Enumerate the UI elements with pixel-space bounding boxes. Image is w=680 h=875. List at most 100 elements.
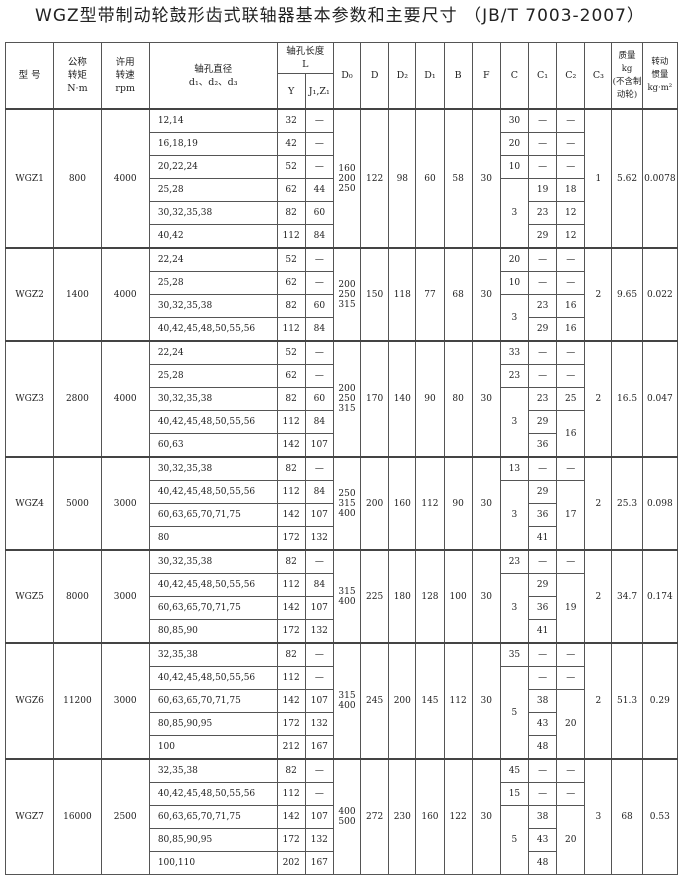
c3-cell: 2 (584, 340, 613, 458)
inertia-cell: 0.047 (641, 340, 679, 458)
bore-diameter-cell: 80,85,90,95 (148, 712, 278, 736)
header-C: C (499, 42, 530, 110)
d-cell: 225 (360, 549, 390, 644)
bore-diameter-cell: 60,63 (148, 433, 278, 458)
length-j1z1-cell: 107 (304, 596, 334, 620)
header-torque: 公称 转矩 N·m (53, 42, 102, 110)
speed-cell: 3000 (100, 549, 150, 644)
model-cell: WGZ3 (4, 340, 55, 458)
length-y-cell: 172 (276, 712, 306, 736)
bore-diameter-cell: 80,85,90 (148, 619, 278, 644)
b-cell: 68 (443, 247, 473, 342)
c2-cell: — (556, 758, 586, 783)
c1-cell: 29 (527, 410, 558, 434)
c-cell: 20 (499, 132, 530, 156)
bore-diameter-cell: 12,14 (148, 108, 278, 133)
mass-cell: 68 (611, 758, 643, 875)
c1-cell: — (527, 364, 558, 388)
header-Y: Y (276, 73, 306, 110)
c-cell: 3 (499, 294, 530, 342)
length-y-cell: 142 (276, 596, 306, 620)
c1-cell: 36 (527, 433, 558, 458)
c-cell: 23 (499, 364, 530, 388)
length-j1z1-cell: 84 (304, 573, 334, 597)
d1-cell: 112 (415, 456, 445, 551)
table-row: 80 172 132 41 (6, 526, 678, 551)
table-row: WGZ2 1400 4000 22,24 52—200 250 315 150 118 77 6… (4, 247, 679, 342)
d0-cell: 160 200 250 (332, 108, 362, 249)
bore-diameter-cell: 16,18,19 (148, 132, 278, 156)
length-y-cell: 42 (276, 132, 306, 156)
length-y-cell: 62 (276, 364, 306, 388)
mass-cell: 25.3 (611, 456, 643, 551)
length-y-cell: 142 (276, 689, 306, 713)
c-cell: 3 (499, 480, 530, 551)
c1-cell: — (527, 132, 558, 156)
length-y-cell: 52 (276, 155, 306, 179)
c-cell: 45 (499, 758, 530, 783)
c-cell: 15 (499, 782, 530, 806)
page-title: WGZ型带制动轮鼓形齿式联轴器基本参数和主要尺寸 （JB/T 7003-2007… (35, 6, 645, 26)
c1-cell: 36 (527, 503, 558, 527)
inertia-cell: 0.022 (641, 247, 679, 342)
bore-diameter-cell: 30,32,35,38 (148, 456, 278, 481)
length-y-cell: 172 (276, 619, 306, 644)
length-y-cell: 82 (276, 549, 306, 574)
table-row: 60,63 142 107 36 (6, 433, 678, 458)
bore-diameter-cell: 32,35,38 (148, 758, 278, 783)
c1-cell: — (527, 456, 558, 481)
d-cell: 200 (360, 456, 390, 551)
bore-diameter-cell: 20,22,24 (148, 155, 278, 179)
d1-cell: 77 (415, 247, 445, 342)
header-D2: D₂ (388, 42, 417, 110)
c3-cell: 1 (584, 108, 613, 249)
c-cell: 30 (499, 108, 530, 133)
bore-diameter-cell: 22,24 (148, 340, 278, 365)
length-y-cell: 172 (276, 828, 306, 852)
length-y-cell: 112 (276, 782, 306, 806)
length-y-cell: 82 (276, 294, 306, 318)
d0-cell: 250 315 400 (332, 456, 362, 551)
c2-cell: — (556, 456, 586, 481)
length-y-cell: 112 (276, 410, 306, 434)
bore-diameter-cell: 80 (148, 526, 278, 551)
table-body: WGZ1 800 4000 12,14 32—160 200 250 122 98 60 58 3… (4, 108, 679, 875)
d2-cell: 200 (388, 642, 417, 760)
c1-cell: 19 (527, 178, 558, 202)
c2-cell: — (556, 549, 586, 574)
c2-cell: — (556, 271, 586, 295)
inertia-cell: 0.0078 (641, 108, 679, 249)
bore-diameter-cell: 30,32,35,38 (148, 201, 278, 225)
table-row: 16,18,19 42—20— — (6, 132, 678, 156)
table-row: 40,42,45,48,50,55,56 112 84 3 29 19 (6, 573, 678, 644)
c-cell: 13 (499, 456, 530, 481)
header-inertia: 转动 惯量 kg·m² (641, 42, 679, 110)
d1-cell: 160 (415, 758, 445, 875)
table-row: WGZ6 11200 3000 32,35,38 82—315 400 245 200 145… (4, 642, 679, 760)
length-j1z1-cell: — (304, 271, 334, 295)
d0-cell: 315 400 (332, 642, 362, 760)
mass-cell: 9.65 (611, 247, 643, 342)
b-cell: 100 (443, 549, 473, 644)
header-D0: D₀ (332, 42, 362, 110)
length-y-cell: 142 (276, 805, 306, 829)
table-row: 80,85,90,95 172 132 43 (6, 712, 678, 736)
c2-cell: 16 (556, 294, 586, 318)
c2-cell: — (556, 340, 586, 365)
torque-cell: 8000 (53, 549, 102, 644)
bore-diameter-cell: 40,42,45,48,50,55,56 (148, 317, 278, 342)
length-j1z1-cell: — (304, 132, 334, 156)
c-cell: 3 (499, 387, 530, 458)
c-cell: 10 (499, 155, 530, 179)
length-y-cell: 62 (276, 178, 306, 202)
speed-cell: 3000 (100, 642, 150, 760)
b-cell: 122 (443, 758, 473, 875)
length-j1z1-cell: 132 (304, 526, 334, 551)
header-C1: C₁ (527, 42, 558, 110)
torque-cell: 800 (53, 108, 102, 249)
d1-cell: 60 (415, 108, 445, 249)
d0-cell: 200 250 315 (332, 247, 362, 342)
table-row: 60,63,65,70,71,75 142 107 38 20 (6, 689, 678, 760)
length-j1z1-cell: 60 (304, 294, 334, 318)
bore-diameter-cell: 80,85,90,95 (148, 828, 278, 852)
